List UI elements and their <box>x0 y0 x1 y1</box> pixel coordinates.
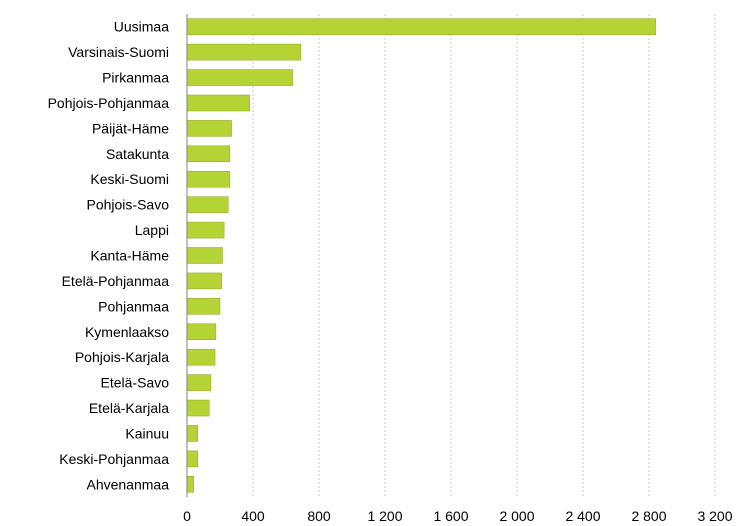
bar <box>186 272 222 290</box>
gridlines <box>252 14 716 497</box>
bar <box>186 196 229 213</box>
category-label: Etelä-Savo <box>101 375 170 391</box>
category-label: Kanta-Häme <box>90 248 169 264</box>
bar <box>186 43 302 61</box>
bar <box>186 374 212 391</box>
bar <box>186 18 656 35</box>
bar <box>186 323 217 341</box>
category-labels: Uusimaa Varsinais-Suomi Pirkanmaa Pohjois-P… <box>48 19 170 493</box>
category-label: Pohjois-Savo <box>87 197 170 213</box>
category-label: Keski-Suomi <box>90 171 169 187</box>
category-label: Etelä-Karjala <box>89 400 169 416</box>
category-label: Pohjois-Karjala <box>75 349 169 365</box>
bar <box>186 399 210 417</box>
bar <box>186 94 250 112</box>
category-label: Kymenlaakso <box>85 324 169 340</box>
bar <box>186 450 198 468</box>
x-tick-label: 400 <box>241 508 265 524</box>
bar <box>186 348 216 366</box>
bar <box>186 298 221 315</box>
x-tick-label: 1 600 <box>433 508 468 524</box>
category-label: Etelä-Pohjanmaa <box>62 273 170 289</box>
category-label: Lappi <box>135 222 169 238</box>
x-tick-label: 800 <box>307 508 331 524</box>
bar <box>186 247 223 264</box>
category-label: Kainuu <box>125 425 169 441</box>
category-label: Pohjois-Pohjanmaa <box>48 95 170 111</box>
category-label: Keski-Pohjanmaa <box>59 451 169 467</box>
category-label: Ahvenanmaa <box>86 476 169 492</box>
category-label: Uusimaa <box>114 19 169 35</box>
bar <box>186 120 232 137</box>
x-tick-label: 2 800 <box>631 508 666 524</box>
category-label: Satakunta <box>106 146 169 162</box>
bar <box>186 476 194 493</box>
bar <box>186 69 293 86</box>
bar <box>186 145 231 163</box>
category-label: Pohjanmaa <box>98 298 169 314</box>
x-tick-labels: 0 400 800 1 200 1 600 2 000 2 400 2 800 3 200 <box>183 508 733 524</box>
x-tick-label: 0 <box>183 508 191 524</box>
bars <box>186 18 656 493</box>
bar <box>186 425 198 442</box>
bar <box>186 170 231 188</box>
category-label: Päijät-Häme <box>92 120 169 136</box>
category-label: Varsinais-Suomi <box>68 44 169 60</box>
x-tick-label: 2 400 <box>565 508 600 524</box>
bar <box>186 221 225 239</box>
category-label: Pirkanmaa <box>102 70 169 86</box>
x-tick-label: 2 000 <box>499 508 534 524</box>
x-tick-label: 1 200 <box>367 508 402 524</box>
x-tick-label: 3 200 <box>697 508 732 524</box>
